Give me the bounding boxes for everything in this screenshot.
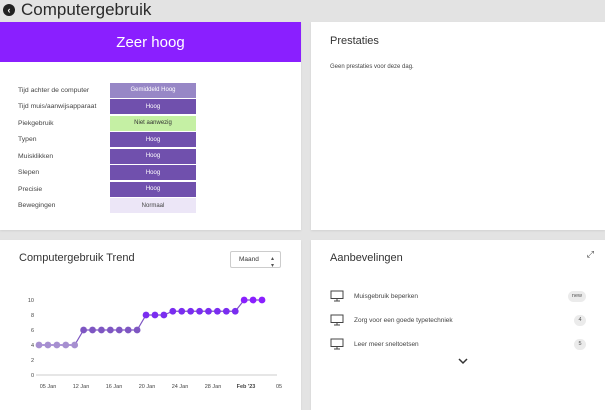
metric-row: Slepen Hoog	[18, 165, 301, 182]
metric-value: Hoog	[110, 132, 196, 148]
trend-point	[240, 296, 248, 304]
trend-title: Computergebruik Trend	[19, 252, 135, 264]
trend-point	[89, 326, 96, 334]
trend-point	[178, 307, 186, 315]
recommendations-title: Aanbevelingen	[330, 252, 403, 264]
metric-label: Bewegingen	[18, 202, 56, 210]
metric-label: Precisie	[18, 185, 43, 193]
trend-point	[142, 311, 150, 319]
x-tick-label: 16 Jan	[106, 384, 123, 390]
back-arrow-icon[interactable]: ‹	[3, 4, 15, 16]
trend-point	[44, 341, 52, 349]
trend-point	[196, 307, 203, 315]
y-tick-label: 0	[31, 373, 34, 379]
metric-label: Tijd muis/aanwijsapparaat	[18, 103, 97, 111]
trend-point	[222, 307, 230, 315]
y-tick-label: 10	[28, 298, 34, 304]
trend-point	[53, 341, 61, 349]
monitor-icon	[330, 290, 344, 302]
trend-point	[71, 341, 79, 349]
metric-row: Typen Hoog	[18, 132, 301, 149]
trend-point	[187, 307, 195, 315]
metric-value: Hoog	[110, 165, 196, 181]
x-tick-label: 28 Jan	[205, 384, 222, 390]
trend-point	[231, 307, 239, 315]
trend-point	[35, 341, 43, 349]
trend-point	[249, 296, 257, 304]
metric-value: Gemiddeld Hoog	[110, 82, 196, 98]
usage-level-banner: Zeer hoog	[0, 22, 301, 62]
trend-point	[80, 326, 87, 334]
trend-point	[160, 311, 168, 319]
recommendation-badge: 4	[574, 314, 586, 326]
trend-point	[205, 307, 212, 315]
recommendation-item[interactable]: Leer meer sneltoetsen 5	[330, 336, 590, 352]
monitor-icon	[330, 338, 344, 350]
monitor-icon	[330, 314, 344, 326]
y-tick-label: 4	[31, 343, 34, 349]
metric-label: Slepen	[18, 169, 40, 177]
metric-row: Piekgebruik Niet aanwezig	[18, 115, 301, 132]
y-tick-label: 2	[31, 358, 34, 364]
metric-label: Typen	[18, 136, 37, 144]
achievements-title: Prestaties	[330, 35, 379, 47]
usage-summary-card: Zeer hoog Tijd achter de computer Gemidd…	[0, 22, 301, 230]
chevron-down-icon[interactable]	[457, 356, 469, 366]
trend-card: Computergebruik Trend Maand ▴ ▾ 0 2 4 6 8 10 05…	[0, 240, 301, 410]
trend-point	[151, 311, 159, 319]
recommendation-badge: new	[567, 290, 586, 302]
trend-chart: 0 2 4 6 8 10 05 Jan 12 Jan 16 Jan 20 Jan 24 Jan 28 …	[28, 296, 282, 390]
header: ‹ Computergebruik	[0, 0, 605, 20]
recommendation-label: Leer meer sneltoetsen	[354, 340, 419, 348]
x-tick-label: 05	[276, 384, 282, 390]
recommendation-label: Zorg voor een goede typetechniek	[354, 316, 453, 324]
achievements-card: Prestaties Geen prestaties voor deze dag…	[311, 22, 605, 230]
trend-point	[133, 326, 141, 334]
x-tick-label: 24 Jan	[172, 384, 189, 390]
recommendation-badge: 5	[574, 338, 586, 350]
x-tick-label: 05 Jan	[40, 384, 57, 390]
metric-row: Tijd achter de computer Gemiddeld Hoog	[18, 82, 301, 99]
metric-value: Hoog	[110, 148, 196, 164]
metric-label: Tijd achter de computer	[18, 86, 90, 94]
metric-row: Muisklikken Hoog	[18, 148, 301, 165]
trend-point	[214, 307, 221, 315]
achievements-empty-text: Geen prestaties voor deze dag.	[330, 64, 414, 70]
recommendations-card: Aanbevelingen ⤢ Muisgebruik beperken new…	[311, 240, 605, 410]
metric-row: Tijd muis/aanwijsapparaat Hoog	[18, 99, 301, 116]
period-select-value: Maand	[239, 256, 259, 263]
metric-row: Bewegingen Normaal	[18, 198, 301, 215]
trend-point	[258, 296, 266, 304]
trend-point	[62, 341, 70, 349]
trend-point	[169, 307, 177, 315]
metric-value: Hoog	[110, 99, 196, 115]
trend-line	[39, 299, 262, 346]
x-tick-label: Feb '23	[237, 384, 256, 390]
metric-row: Precisie Hoog	[18, 181, 301, 198]
x-tick-label: 20 Jan	[139, 384, 156, 390]
trend-point	[124, 326, 132, 334]
y-tick-label: 8	[31, 313, 34, 319]
period-select[interactable]: Maand ▴ ▾	[230, 251, 281, 269]
usage-metrics-list: Tijd achter de computer Gemiddeld Hoog T…	[0, 62, 301, 214]
metric-label: Piekgebruik	[18, 119, 54, 127]
x-tick-label: 12 Jan	[73, 384, 90, 390]
y-tick-label: 6	[31, 328, 34, 334]
trend-point	[115, 326, 123, 334]
expand-icon[interactable]: ⤢	[586, 249, 594, 259]
recommendation-item[interactable]: Zorg voor een goede typetechniek 4	[330, 312, 590, 328]
metric-value: Niet aanwezig	[110, 115, 196, 131]
recommendation-item[interactable]: Muisgebruik beperken new	[330, 288, 590, 304]
metric-value: Normaal	[110, 198, 196, 214]
page-title: Computergebruik	[21, 0, 152, 19]
trend-point	[98, 326, 105, 334]
metric-value: Hoog	[110, 181, 196, 197]
trend-point	[106, 326, 114, 334]
chevron-updown-icon: ▴ ▾	[270, 256, 274, 269]
metric-label: Muisklikken	[18, 152, 54, 160]
recommendation-label: Muisgebruik beperken	[354, 292, 418, 300]
